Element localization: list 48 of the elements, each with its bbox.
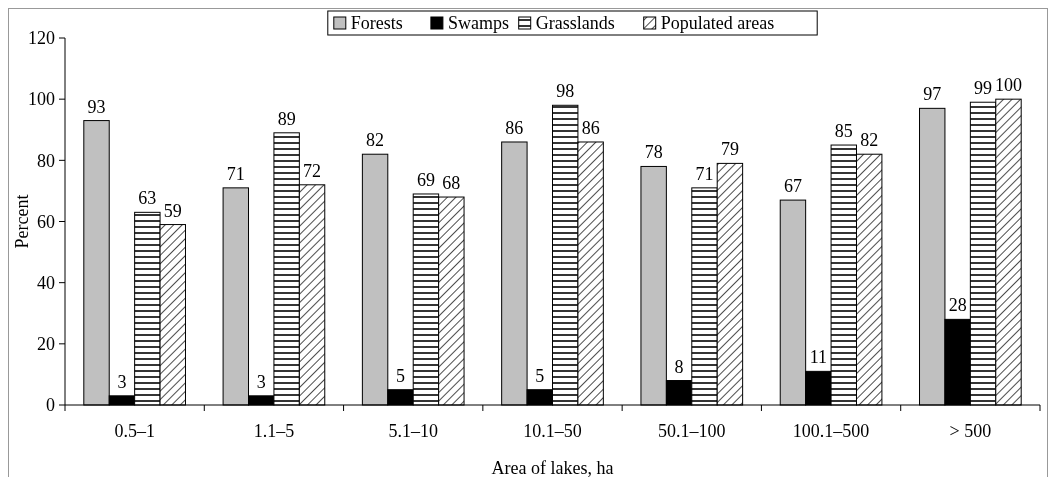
data-label: 59 bbox=[163, 200, 182, 221]
data-label: 72 bbox=[303, 160, 322, 181]
data-label: 97 bbox=[923, 84, 942, 105]
y-tick-label: 40 bbox=[37, 272, 55, 293]
data-label: 78 bbox=[644, 142, 663, 163]
data-label: 68 bbox=[442, 173, 461, 194]
data-label: 28 bbox=[948, 295, 967, 316]
data-label: 3 bbox=[117, 371, 127, 392]
y-tick-label: 100 bbox=[28, 89, 55, 110]
data-label: 98 bbox=[556, 81, 575, 102]
x-tick-label: > 500 bbox=[949, 421, 992, 441]
data-label: 79 bbox=[720, 139, 739, 160]
data-label: 5 bbox=[535, 365, 545, 386]
y-tick-label: 60 bbox=[37, 211, 55, 232]
y-tick-label: 0 bbox=[46, 395, 55, 416]
legend-label: Grasslands bbox=[535, 13, 615, 33]
legend-label: Swamps bbox=[447, 13, 509, 33]
x-tick-label: 1.1–5 bbox=[253, 421, 295, 441]
data-label: 82 bbox=[366, 130, 385, 151]
x-tick-label: 5.1–10 bbox=[388, 421, 438, 441]
y-tick-label: 120 bbox=[28, 28, 55, 49]
x-axis-title: Area of lakes, ha bbox=[491, 458, 614, 477]
data-label: 67 bbox=[783, 176, 802, 197]
data-label: 11 bbox=[809, 347, 828, 368]
x-tick-label: 100.1–500 bbox=[792, 421, 870, 441]
data-label: 89 bbox=[277, 108, 296, 129]
data-label: 82 bbox=[860, 130, 879, 151]
x-tick-label: 0.5–1 bbox=[114, 421, 155, 441]
data-label: 3 bbox=[256, 371, 266, 392]
data-label: 93 bbox=[87, 96, 106, 117]
data-label: 69 bbox=[416, 169, 435, 190]
data-label: 5 bbox=[396, 365, 405, 386]
data-label: 100 bbox=[994, 75, 1022, 96]
legend-label: Forests bbox=[350, 13, 403, 33]
y-tick-label: 20 bbox=[37, 334, 55, 355]
data-label: 71 bbox=[226, 163, 245, 184]
data-label: 8 bbox=[674, 356, 684, 377]
data-label: 71 bbox=[695, 163, 714, 184]
data-label: 63 bbox=[138, 188, 157, 209]
y-axis-title: Percent bbox=[12, 194, 32, 249]
data-label: 86 bbox=[505, 117, 524, 138]
data-label: 99 bbox=[974, 78, 993, 99]
legend-label: Populated areas bbox=[660, 13, 775, 33]
x-tick-label: 10.1–50 bbox=[523, 421, 582, 441]
data-label: 86 bbox=[581, 117, 600, 138]
y-tick-label: 80 bbox=[37, 150, 55, 171]
data-label: 85 bbox=[834, 121, 853, 142]
x-tick-label: 50.1–100 bbox=[658, 421, 726, 441]
